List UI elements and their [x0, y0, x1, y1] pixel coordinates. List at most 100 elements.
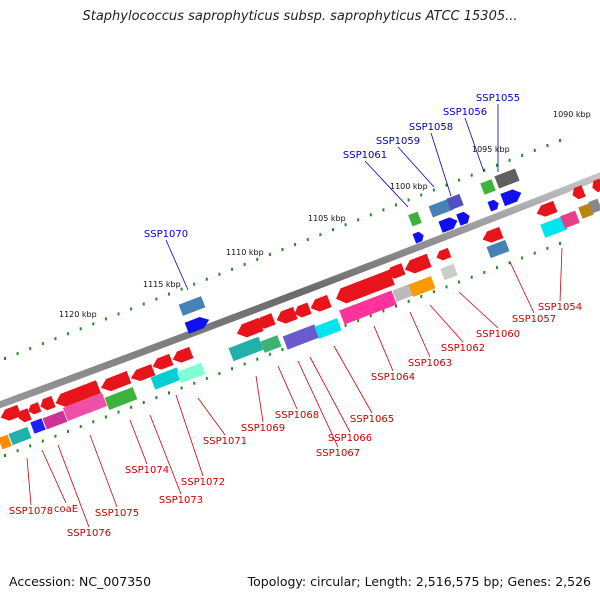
reverse-gene — [256, 313, 276, 329]
forward-leader — [430, 132, 452, 197]
inner-tick-dot — [521, 256, 524, 260]
reverse-gene — [100, 371, 132, 392]
feature-box — [178, 296, 206, 316]
reverse-gene-label: SSP1069 — [241, 423, 285, 434]
inner-tick-dot — [495, 266, 498, 270]
outer-tick-dot — [306, 238, 309, 242]
forward-gene-label: SSP1058 — [409, 122, 453, 133]
outer-tick-dot — [231, 267, 234, 271]
inner-tick-dot — [155, 396, 158, 400]
reverse-gene — [404, 253, 432, 274]
feature-box — [486, 239, 510, 259]
inner-tick-dot — [104, 415, 107, 419]
forward-gene-label: SSP1061 — [343, 150, 387, 161]
reverse-gene-label: SSP1063 — [408, 358, 452, 369]
outer-tick-dot — [331, 228, 334, 232]
reverse-gene — [236, 317, 264, 338]
reverse-leader — [255, 375, 264, 423]
inner-tick-dot — [382, 309, 385, 313]
kbp-label: 1110 kbp — [226, 248, 264, 257]
inner-tick-dot — [193, 381, 196, 385]
forward-gene-label: SSP1056 — [443, 107, 487, 118]
outer-tick-dot — [41, 342, 44, 346]
inner-tick-dot — [243, 362, 246, 366]
reverse-leader — [309, 356, 351, 433]
inner-tick-dot — [29, 444, 32, 448]
inner-tick-dot — [16, 449, 19, 453]
reverse-gene — [55, 380, 101, 407]
inner-tick-dot — [54, 434, 57, 438]
outer-tick-dot — [79, 327, 82, 331]
outer-tick-dot — [16, 352, 19, 356]
reverse-leader — [509, 261, 535, 314]
outer-tick-dot — [470, 173, 473, 177]
outer-tick-dot — [218, 272, 221, 276]
reverse-leader — [26, 457, 32, 506]
inner-tick-dot — [268, 352, 271, 356]
inner-tick-dot — [458, 280, 461, 284]
gene-features — [0, 168, 600, 450]
reverse-gene — [276, 306, 298, 324]
feature-box — [150, 367, 182, 390]
inner-tick-dot — [357, 319, 360, 323]
forward-gene — [500, 189, 522, 207]
inner-tick-dot — [130, 405, 133, 409]
feature-box — [560, 210, 580, 229]
feature-box — [104, 387, 138, 410]
reverse-gene — [572, 185, 586, 200]
outer-tick-dot — [344, 223, 347, 227]
reverse-gene-label: SSP1068 — [275, 410, 319, 421]
forward-leader — [165, 239, 189, 291]
kbp-label: 1115 kbp — [143, 280, 181, 289]
reverse-gene-label: SSP1074 — [125, 465, 169, 476]
feature-box — [392, 284, 414, 302]
reverse-leader — [149, 414, 182, 495]
inner-tick-dot — [79, 425, 82, 429]
outer-tick-dot — [533, 148, 536, 152]
reverse-gene — [310, 294, 332, 312]
kbp-label: 1100 kbp — [390, 182, 428, 191]
inner-tick-dot — [117, 410, 120, 414]
reverse-leader — [197, 397, 226, 436]
reverse-gene-label: SSP1064 — [371, 372, 415, 383]
feature-box — [260, 335, 282, 353]
forward-gene-label: SSP1059 — [376, 136, 420, 147]
reverse-leader — [297, 360, 339, 448]
outer-tick-dot — [521, 153, 524, 157]
reverse-leader — [277, 365, 298, 410]
reverse-gene-label: SSP1075 — [95, 508, 139, 519]
accession-label: Accession: NC_007350 — [9, 574, 152, 589]
inner-tick-dot — [92, 420, 95, 424]
outer-tick-dot — [445, 183, 448, 187]
outer-tick-dot — [205, 277, 208, 281]
reverse-gene — [28, 402, 42, 415]
reverse-leader — [409, 311, 431, 358]
feature-box — [8, 426, 32, 446]
inner-tick-dot — [407, 299, 410, 303]
feature-box — [0, 434, 12, 450]
outer-tick-dot — [319, 233, 322, 237]
forward-leader — [464, 117, 485, 173]
inner-tick-dot — [395, 304, 398, 308]
outer-tick-dot — [117, 312, 120, 316]
forward-gene — [412, 231, 424, 244]
inner-tick-dot — [167, 391, 170, 395]
reverse-gene — [436, 247, 452, 261]
reverse-gene-label: SSP1078 — [9, 506, 53, 517]
feature-box — [446, 193, 464, 211]
outer-tick-dot — [104, 317, 107, 321]
reverse-gene — [294, 302, 312, 318]
outer-tick-dot — [167, 292, 170, 296]
inner-tick-dot — [559, 242, 561, 245]
inner-tick-dot — [180, 386, 183, 390]
kbp-label: 1090 kbp — [553, 110, 591, 119]
feature-box — [339, 290, 397, 325]
reverse-gene — [0, 404, 22, 421]
outer-tick-dot — [54, 337, 57, 341]
reverse-gene — [40, 395, 56, 411]
inner-tick-dot — [344, 323, 347, 327]
feature-box — [494, 168, 520, 189]
outer-tick-dot — [4, 357, 6, 360]
reverse-gene-label: SSP1065 — [350, 414, 394, 425]
